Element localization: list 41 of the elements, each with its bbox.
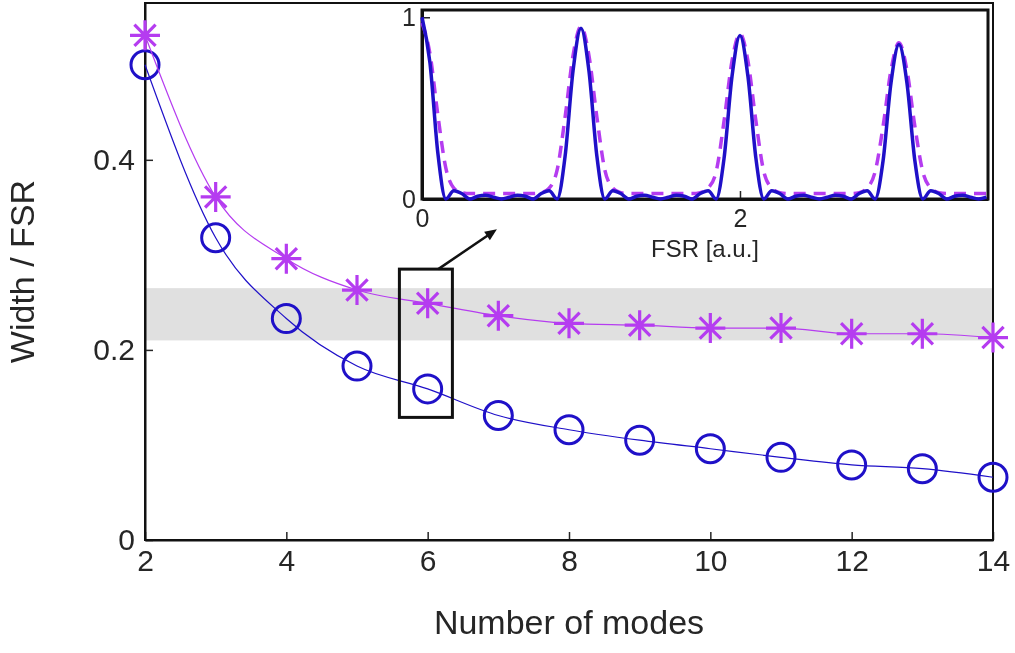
x-tick-label: 4 (278, 544, 296, 578)
x-tick-label: 6 (419, 544, 437, 578)
x-tick-label: 2 (137, 544, 154, 578)
point (553, 414, 585, 446)
point (341, 350, 373, 382)
point (836, 318, 867, 349)
point (978, 322, 1008, 353)
point (482, 399, 514, 431)
y-tick-label: 1 (402, 2, 416, 31)
point (342, 275, 372, 306)
point (836, 449, 868, 481)
point (129, 49, 161, 81)
x-tick-label: 12 (835, 544, 869, 578)
point (695, 313, 726, 344)
y-axis-title: Width / FSR (3, 179, 41, 364)
point (907, 318, 938, 349)
point (977, 461, 1009, 493)
point (412, 288, 443, 319)
point (200, 181, 231, 212)
point (412, 373, 444, 405)
point (271, 243, 302, 274)
y-tick-label: 0.4 (93, 142, 135, 176)
y-tick-label: 0.2 (93, 333, 135, 367)
point (694, 433, 726, 465)
point (624, 310, 655, 341)
x-axis-title: FSR [a.u.] (650, 235, 760, 262)
x-tick-label: 14 (976, 544, 1011, 578)
x-axis-title: Number of modes (433, 603, 705, 641)
x-tick-label: 2 (733, 203, 748, 232)
point (765, 441, 797, 473)
y-tick-label: 0 (118, 523, 135, 557)
x-tick-label: 10 (694, 544, 728, 578)
point (906, 453, 938, 485)
point (130, 20, 160, 51)
point (624, 424, 656, 456)
x-tick-label: 8 (561, 544, 578, 578)
point (200, 222, 232, 254)
point (483, 300, 514, 331)
point (270, 303, 302, 335)
point (766, 313, 796, 344)
point (554, 308, 584, 339)
